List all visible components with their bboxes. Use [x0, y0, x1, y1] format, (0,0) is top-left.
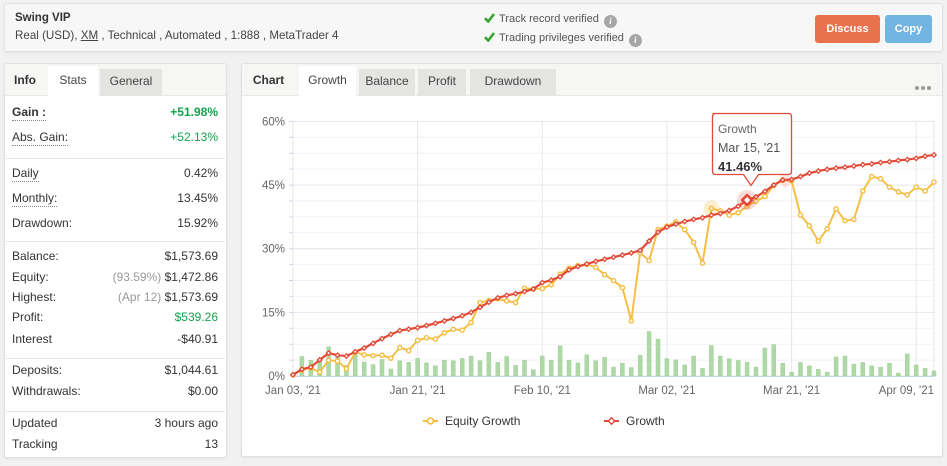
svg-text:41.46%: 41.46% — [718, 159, 763, 174]
svg-text:Mar 21, '21: Mar 21, '21 — [763, 385, 820, 397]
svg-text:Equity Growth: Equity Growth — [445, 414, 520, 428]
svg-text:Jan 21, '21: Jan 21, '21 — [390, 385, 446, 397]
svg-text:Mar 02, '21: Mar 02, '21 — [638, 385, 695, 397]
svg-text:Growth: Growth — [626, 414, 665, 428]
svg-text:0%: 0% — [268, 371, 285, 383]
svg-text:Growth: Growth — [718, 122, 757, 136]
svg-text:30%: 30% — [262, 244, 285, 256]
svg-text:Feb 10, '21: Feb 10, '21 — [514, 385, 571, 397]
svg-text:45%: 45% — [262, 180, 285, 192]
svg-text:Apr 09, '21: Apr 09, '21 — [879, 385, 934, 397]
svg-text:15%: 15% — [262, 307, 285, 319]
svg-text:Jan 03, '21: Jan 03, '21 — [265, 385, 321, 397]
svg-text:Mar 15, '21: Mar 15, '21 — [718, 141, 780, 155]
svg-text:60%: 60% — [262, 116, 285, 128]
